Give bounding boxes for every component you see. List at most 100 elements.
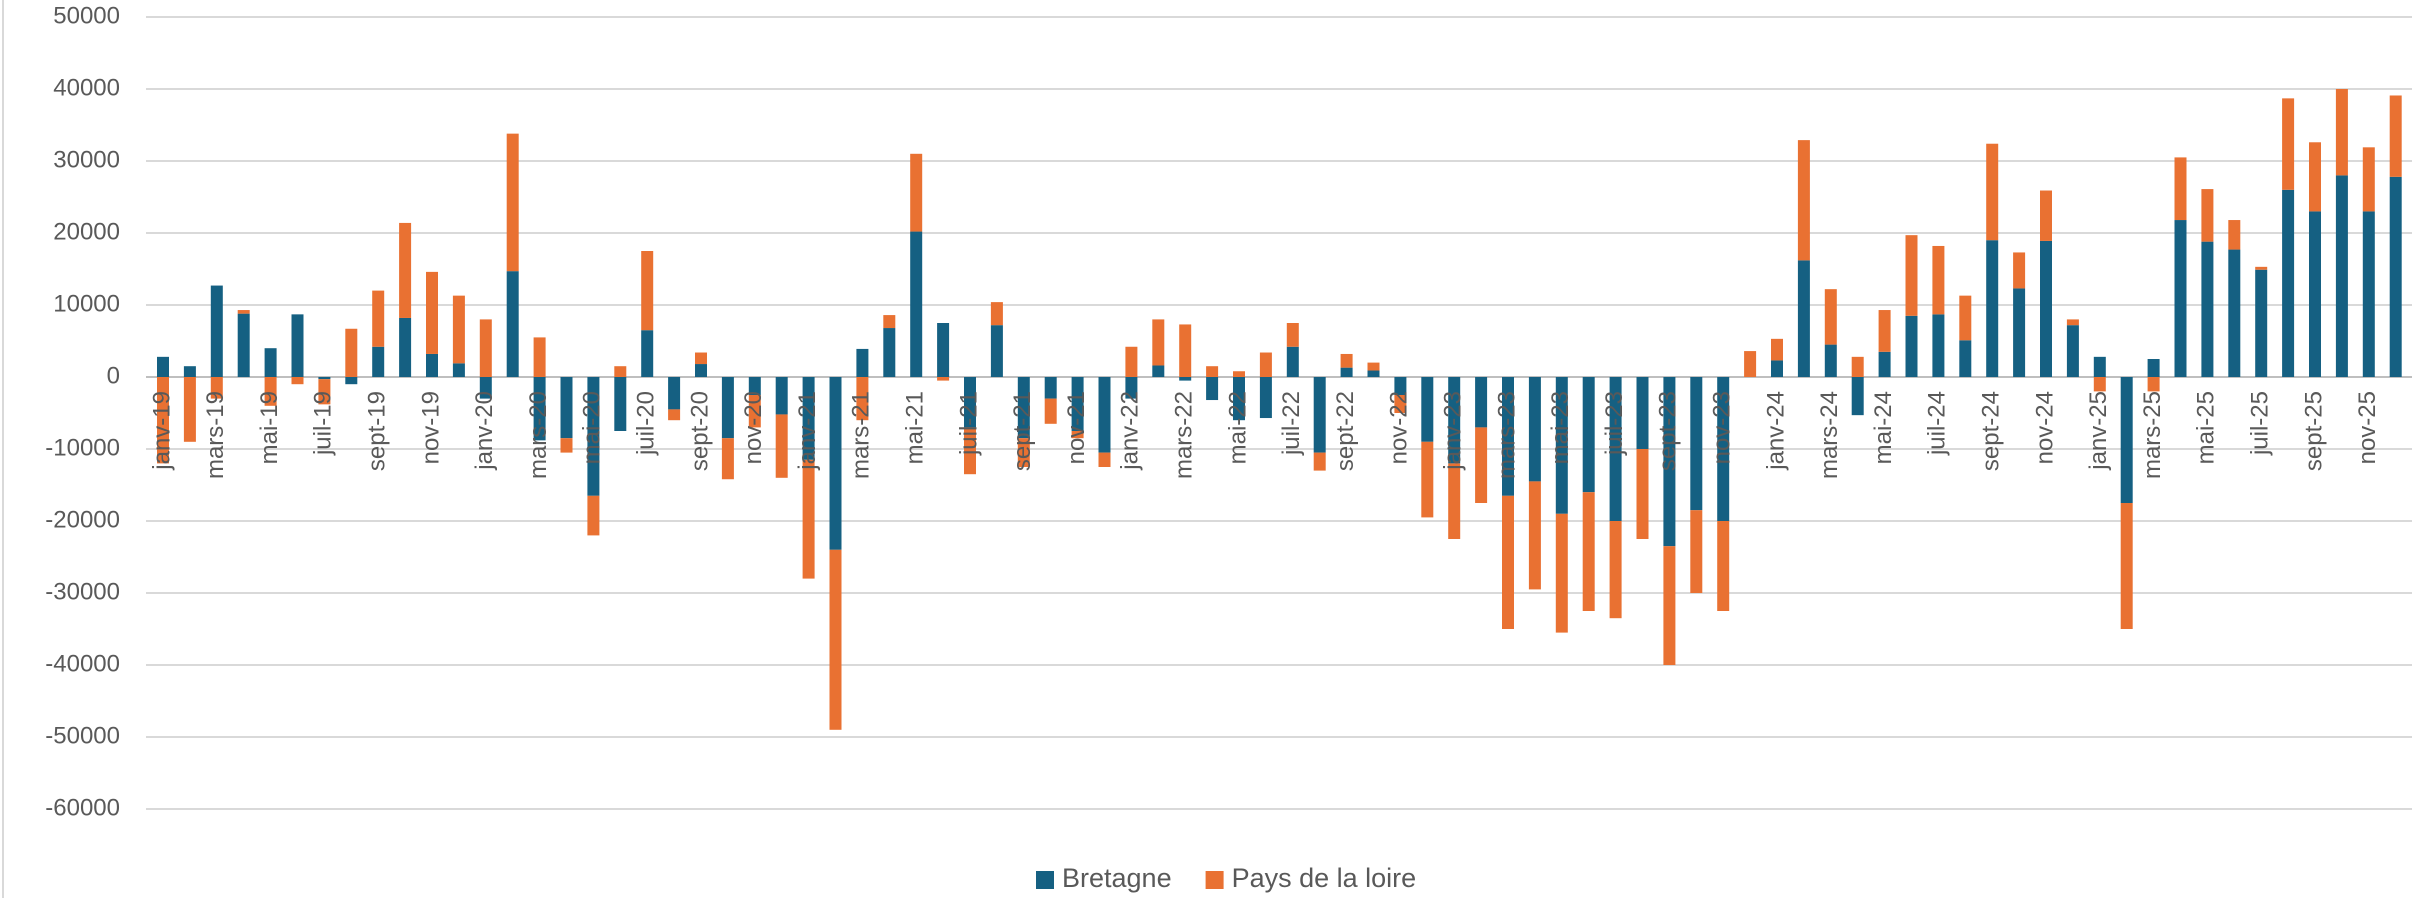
bar: [1125, 377, 1138, 399]
bar: [1528, 377, 1541, 482]
bar: [1071, 431, 1084, 439]
bar: [237, 313, 250, 377]
bar: [399, 222, 412, 318]
bar: [452, 363, 465, 377]
bar: [1690, 510, 1703, 593]
bar: [1878, 351, 1891, 377]
bar: [1179, 324, 1192, 377]
x-tick-label: juil-25: [2247, 391, 2274, 456]
bar: [1259, 352, 1272, 377]
bar: [237, 310, 250, 314]
bar: [1017, 438, 1030, 467]
bar: [1824, 344, 1837, 377]
bar: [2147, 359, 2160, 377]
x-tick-label: sept-25: [2300, 391, 2327, 471]
bar: [1744, 351, 1757, 377]
x-tick-label: janv-22: [1117, 391, 1144, 471]
bar: [937, 377, 950, 381]
bar: [1313, 377, 1326, 453]
bar: [1663, 546, 1676, 665]
bar: [372, 346, 385, 377]
bar: [1367, 370, 1380, 377]
bar: [1017, 377, 1030, 439]
bar: [264, 348, 277, 377]
bar: [668, 377, 681, 410]
legend-label: Bretagne: [1062, 863, 1172, 893]
y-tick-label: -40000: [45, 650, 120, 677]
bar: [883, 315, 896, 329]
bar: [937, 323, 950, 377]
bar: [426, 271, 438, 354]
x-tick-label: mars-20: [525, 391, 552, 479]
bar: [2093, 356, 2106, 377]
x-tick-label: juil-22: [1278, 391, 1305, 456]
bar: [452, 295, 465, 364]
bar: [1771, 360, 1783, 377]
bar: [2362, 211, 2375, 377]
bar: [2013, 288, 2026, 377]
y-tick-label: 20000: [53, 218, 120, 245]
bar: [964, 427, 976, 475]
bar: [157, 356, 169, 377]
bar: [614, 377, 627, 431]
bar: [1044, 398, 1057, 424]
x-tick-label: nov-20: [740, 391, 767, 464]
bar: [210, 285, 223, 377]
bar: [2120, 377, 2133, 503]
x-tick-label: sept-20: [686, 391, 713, 471]
bar: [695, 352, 707, 365]
bar: [775, 414, 788, 478]
y-tick-label: -50000: [45, 722, 120, 749]
bar: [1959, 340, 1972, 377]
bar: [1098, 377, 1111, 453]
bar: [479, 377, 492, 399]
bar: [1475, 377, 1488, 428]
y-tick-label: -20000: [45, 506, 120, 533]
bar: [1394, 377, 1407, 395]
x-tick-label: mars-22: [1171, 391, 1198, 479]
x-tick-label: mai-24: [1870, 391, 1897, 464]
bar: [1932, 245, 1945, 315]
x-tick-label: mars-25: [2139, 391, 2166, 479]
bar: [1259, 377, 1272, 419]
y-tick-label: 0: [107, 362, 120, 389]
x-tick-label: janv-21: [794, 391, 821, 471]
bar: [2335, 89, 2348, 176]
bar: [829, 377, 842, 550]
x-tick-label: mars-23: [1493, 391, 1520, 479]
bar: [560, 438, 573, 453]
bar: [426, 353, 438, 377]
bar: [641, 251, 654, 331]
bar: [318, 377, 331, 380]
bar: [1502, 495, 1514, 629]
bar: [721, 377, 734, 439]
bar: [1340, 353, 1353, 368]
y-tick-label: 40000: [53, 74, 120, 101]
bar: [2040, 240, 2052, 377]
bar: [2282, 98, 2295, 190]
bar: [345, 377, 358, 385]
bar: [856, 348, 869, 377]
bar: [1340, 367, 1353, 377]
bar: [264, 377, 277, 406]
x-tick-label: mars-19: [202, 391, 229, 479]
bar: [291, 314, 304, 377]
bar: [560, 377, 573, 439]
bar: [1797, 140, 1810, 261]
x-tick-label: sept-24: [1978, 391, 2005, 471]
bar: [2282, 189, 2295, 377]
bar: [1206, 377, 1219, 401]
bar: [1905, 235, 1918, 316]
x-tick-label: juil-21: [955, 391, 982, 456]
bar: [748, 377, 761, 395]
x-tick-label: mai-19: [256, 391, 283, 464]
bar: [1448, 377, 1461, 464]
x-tick-label: sept-21: [1009, 391, 1036, 471]
bar: [802, 377, 815, 460]
bar: [1824, 289, 1837, 345]
bar: [1233, 371, 1245, 377]
bar: [2255, 266, 2268, 270]
bar: [1986, 240, 1999, 377]
bar: [1448, 463, 1461, 539]
bar: [1636, 449, 1649, 539]
